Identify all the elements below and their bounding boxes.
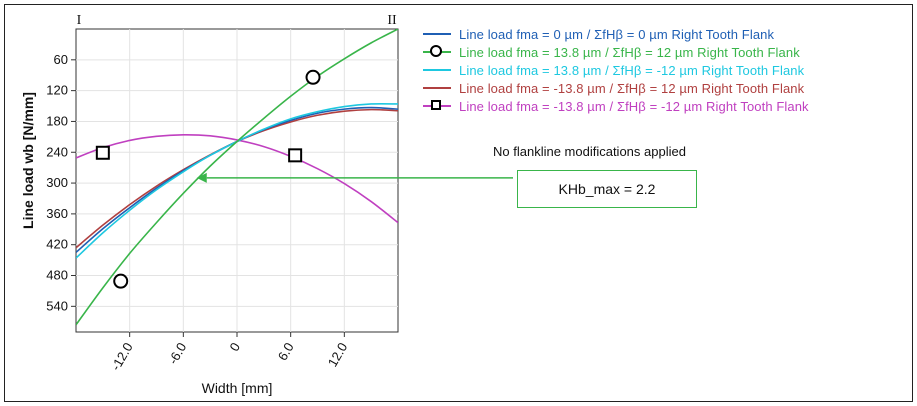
legend: Line load fma = 0 µm / ΣfHβ = 0 µm Right… [423,25,809,115]
legend-label: Line load fma = 13.8 µm / ΣfHβ = 12 µm R… [459,44,800,60]
legend-line [423,33,451,35]
legend-label: Line load fma = -13.8 µm / ΣfHβ = -12 µm… [459,98,809,114]
x-tick-label: -12.0 [108,340,136,373]
annotation-box: KHb_max = 2.2 [517,170,697,208]
legend-swatch [423,97,451,115]
y-axis-label: Line load wb [N/mm] [20,92,36,229]
annotation-note: No flankline modifications applied [493,144,686,159]
legend-item: Line load fma = -13.8 µm / ΣfHβ = -12 µm… [423,97,809,115]
y-tick-label: 300 [46,175,68,190]
square-marker [288,148,303,163]
annotation-box-label: KHb_max = 2.2 [558,181,656,197]
y-tick-label: 480 [46,268,68,283]
legend-item: Line load fma = 0 µm / ΣfHβ = 0 µm Right… [423,25,809,43]
series-line-5 [76,133,398,224]
y-tick-label: 420 [46,237,68,252]
legend-label: Line load fma = 13.8 µm / ΣfHβ = -12 µm … [459,62,805,78]
legend-swatch [423,43,451,61]
legend-swatch [423,61,451,79]
x-tick-label: -6.0 [165,340,189,367]
x-tick-label: 6.0 [275,340,297,363]
legend-line [423,87,451,89]
legend-item: Line load fma = 13.8 µm / ΣfHβ = -12 µm … [423,61,809,79]
y-tick-label: 60 [54,52,68,67]
chart-frame: 60 120 180 240 300 360 420 480 540 -12.0 -6.0 0 6.0 1… [4,4,913,402]
circle-marker [113,273,129,289]
y-tick-label: 360 [46,206,68,221]
legend-label: Line load fma = -13.8 µm / ΣfHβ = 12 µm … [459,80,805,96]
annotation-arrow-head [196,172,207,183]
y-tick-label: 540 [46,298,68,313]
legend-swatch [423,25,451,43]
circle-marker-icon [430,45,442,57]
section-label-right: II [387,13,397,28]
line-load-chart: 60 120 180 240 300 360 420 480 540 -12.0 -6.0 0 6.0 1… [20,13,513,396]
legend-item: Line load fma = 13.8 µm / ΣfHβ = 12 µm R… [423,43,809,61]
legend-label: Line load fma = 0 µm / ΣfHβ = 0 µm Right… [459,26,775,42]
square-marker-icon [431,100,441,110]
x-axis-label: Width [mm] [202,380,273,396]
circle-marker [305,69,321,85]
x-tick-label: 0 [226,340,243,354]
y-tick-label: 120 [46,83,68,98]
legend-item: Line load fma = -13.8 µm / ΣfHβ = 12 µm … [423,79,809,97]
legend-swatch [423,79,451,97]
y-tick-label: 180 [46,113,68,128]
y-tick-label: 240 [46,144,68,159]
x-tick-label: 12.0 [325,340,351,369]
square-marker [95,145,110,160]
section-label-left: I [77,13,82,28]
legend-line [423,69,451,71]
series-line-2 [76,29,398,326]
